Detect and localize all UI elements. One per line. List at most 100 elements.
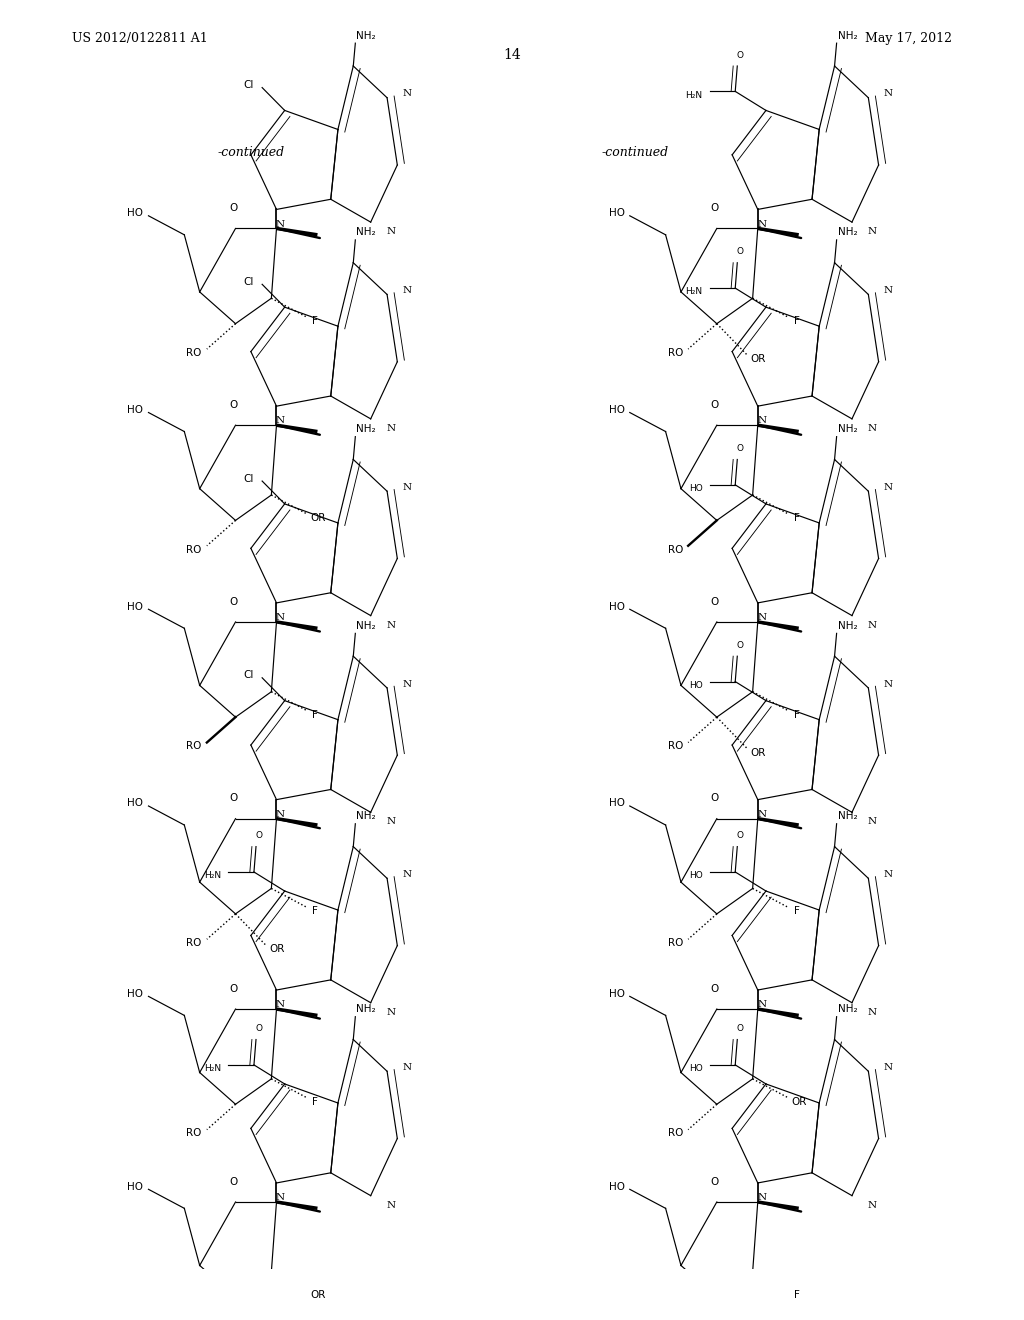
Text: HO: HO <box>689 871 702 880</box>
Text: N: N <box>758 612 766 622</box>
Text: HO: HO <box>689 681 702 690</box>
Text: RO: RO <box>668 545 683 554</box>
Text: O: O <box>711 597 719 607</box>
Text: N: N <box>402 483 412 492</box>
Text: O: O <box>711 203 719 214</box>
Text: N: N <box>867 620 877 630</box>
Text: OR: OR <box>751 354 766 364</box>
Text: N: N <box>867 1007 877 1016</box>
Text: HO: HO <box>127 209 143 218</box>
Text: RO: RO <box>186 742 202 751</box>
Text: RO: RO <box>668 1129 683 1138</box>
Text: O: O <box>229 1176 238 1187</box>
Text: Cl: Cl <box>244 81 254 90</box>
Text: N: N <box>884 680 893 689</box>
Text: HO: HO <box>608 209 625 218</box>
Text: N: N <box>884 1063 893 1072</box>
Text: O: O <box>737 444 743 453</box>
Text: N: N <box>386 1201 395 1209</box>
Text: NH₂: NH₂ <box>838 424 857 434</box>
Text: H₂N: H₂N <box>685 91 702 100</box>
Text: N: N <box>276 1193 285 1203</box>
Text: Cl: Cl <box>244 474 254 483</box>
Text: O: O <box>711 400 719 411</box>
Text: HO: HO <box>127 1181 143 1192</box>
Text: RO: RO <box>186 939 202 948</box>
Text: OR: OR <box>269 944 285 954</box>
Text: Cl: Cl <box>244 671 254 680</box>
Text: NH₂: NH₂ <box>838 1005 857 1014</box>
Text: NH₂: NH₂ <box>356 30 376 41</box>
Text: N: N <box>276 1001 285 1010</box>
Text: HO: HO <box>127 602 143 611</box>
Text: NH₂: NH₂ <box>356 424 376 434</box>
Text: F: F <box>312 710 318 719</box>
Text: N: N <box>402 680 412 689</box>
Text: O: O <box>229 203 238 214</box>
Text: F: F <box>794 1290 800 1300</box>
Text: HO: HO <box>127 989 143 999</box>
Text: OR: OR <box>792 1097 807 1106</box>
Text: OR: OR <box>751 747 766 758</box>
Text: HO: HO <box>608 799 625 808</box>
Text: HO: HO <box>608 405 625 414</box>
Text: NH₂: NH₂ <box>356 1005 376 1014</box>
Text: H₂N: H₂N <box>204 1064 221 1073</box>
Text: N: N <box>867 1201 877 1209</box>
Text: N: N <box>276 219 285 228</box>
Text: F: F <box>794 710 800 719</box>
Text: HO: HO <box>608 989 625 999</box>
Text: O: O <box>737 247 743 256</box>
Text: F: F <box>312 907 318 916</box>
Text: NH₂: NH₂ <box>838 812 857 821</box>
Text: N: N <box>386 424 395 433</box>
Text: RO: RO <box>186 545 202 554</box>
Text: O: O <box>229 983 238 994</box>
Text: HO: HO <box>689 484 702 494</box>
Text: NH₂: NH₂ <box>356 620 376 631</box>
Text: May 17, 2012: May 17, 2012 <box>865 32 952 45</box>
Text: N: N <box>884 870 893 879</box>
Text: HO: HO <box>608 1181 625 1192</box>
Text: RO: RO <box>668 742 683 751</box>
Text: O: O <box>229 793 238 804</box>
Text: O: O <box>737 642 743 649</box>
Text: -continued: -continued <box>601 147 669 158</box>
Text: O: O <box>229 400 238 411</box>
Text: O: O <box>737 1024 743 1034</box>
Text: F: F <box>312 315 318 326</box>
Text: N: N <box>386 1007 395 1016</box>
Text: O: O <box>737 50 743 59</box>
Text: O: O <box>256 1024 262 1034</box>
Text: OR: OR <box>310 1290 326 1300</box>
Text: N: N <box>884 483 893 492</box>
Text: HO: HO <box>608 602 625 611</box>
Text: F: F <box>794 513 800 523</box>
Text: N: N <box>867 817 877 826</box>
Text: N: N <box>758 1001 766 1010</box>
Text: N: N <box>276 612 285 622</box>
Text: N: N <box>386 227 395 236</box>
Text: N: N <box>276 809 285 818</box>
Text: -continued: -continued <box>217 147 285 158</box>
Text: N: N <box>884 286 893 296</box>
Text: RO: RO <box>186 348 202 358</box>
Text: O: O <box>711 1176 719 1187</box>
Text: N: N <box>867 227 877 236</box>
Text: RO: RO <box>668 939 683 948</box>
Text: 14: 14 <box>503 49 521 62</box>
Text: NH₂: NH₂ <box>356 812 376 821</box>
Text: N: N <box>758 809 766 818</box>
Text: N: N <box>758 1193 766 1203</box>
Text: N: N <box>402 286 412 296</box>
Text: O: O <box>737 832 743 841</box>
Text: N: N <box>758 416 766 425</box>
Text: N: N <box>884 90 893 99</box>
Text: NH₂: NH₂ <box>838 30 857 41</box>
Text: N: N <box>386 620 395 630</box>
Text: HO: HO <box>127 405 143 414</box>
Text: N: N <box>402 870 412 879</box>
Text: H₂N: H₂N <box>685 288 702 297</box>
Text: NH₂: NH₂ <box>356 227 376 238</box>
Text: OR: OR <box>310 513 326 523</box>
